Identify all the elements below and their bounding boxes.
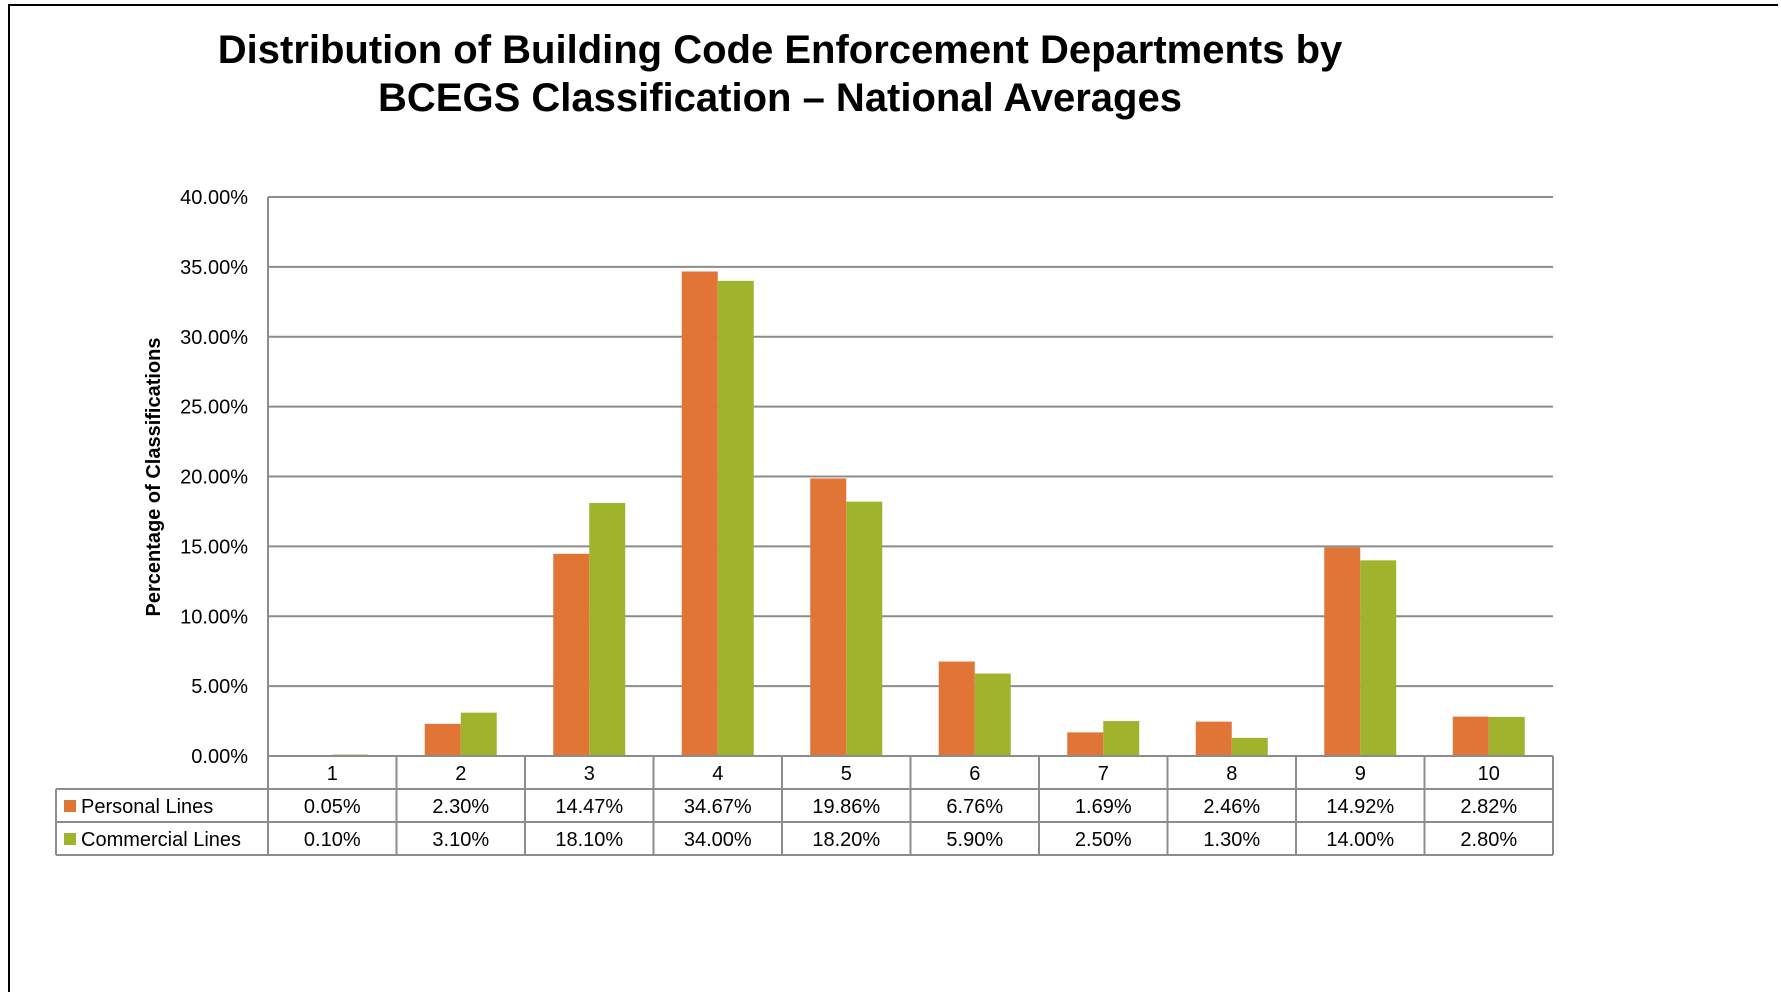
table-cell-value: 2.46% <box>1203 796 1260 818</box>
table-cell-value: 1.69% <box>1075 796 1132 818</box>
y-tick-label: 15.00% <box>180 536 248 558</box>
table-cell-value: 0.10% <box>304 829 361 851</box>
table-cell-value: 14.92% <box>1326 796 1394 818</box>
chart-title: Distribution of Building Code Enforcemen… <box>217 28 1343 120</box>
bar-commercial-lines <box>1360 560 1397 756</box>
x-tick-label: 5 <box>841 763 852 785</box>
table-cell-value: 18.20% <box>812 829 880 851</box>
x-tick-label: 9 <box>1355 763 1366 785</box>
table-cell-value: 1.30% <box>1203 829 1260 851</box>
bar-personal-lines <box>553 553 590 756</box>
x-tick-label: 4 <box>712 763 723 785</box>
legend-label-personal-lines: Personal Lines <box>81 796 213 818</box>
table-cell-value: 2.82% <box>1460 796 1517 818</box>
legend-swatch-commercial-lines <box>64 833 76 845</box>
table-cell-value: 5.90% <box>946 829 1003 851</box>
bar-personal-lines <box>810 478 847 756</box>
table-cell-value: 3.10% <box>432 829 489 851</box>
table-cell-value: 14.00% <box>1326 829 1394 851</box>
bar-personal-lines <box>1195 721 1232 756</box>
bar-commercial-lines <box>717 280 754 756</box>
x-tick-label: 10 <box>1478 763 1500 785</box>
bar-personal-lines <box>681 271 718 756</box>
table-cell-value: 0.05% <box>304 796 361 818</box>
table-cell-value: 2.80% <box>1460 829 1517 851</box>
bar-personal-lines <box>1067 732 1104 756</box>
y-tick-label: 0.00% <box>191 746 248 768</box>
x-tick-label: 7 <box>1098 763 1109 785</box>
table-cell-value: 6.76% <box>946 796 1003 818</box>
table-cell-value: 2.30% <box>432 796 489 818</box>
x-tick-label: 6 <box>969 763 980 785</box>
legend-swatch-personal-lines <box>64 800 76 812</box>
y-tick-label: 40.00% <box>180 187 248 209</box>
y-tick-label: 5.00% <box>191 676 248 698</box>
y-tick-label: 30.00% <box>180 327 248 349</box>
bar-commercial-lines <box>974 673 1011 756</box>
table-cell-value: 19.86% <box>812 796 880 818</box>
table-cell-value: 34.67% <box>684 796 752 818</box>
bar-commercial-lines <box>1231 737 1268 756</box>
x-tick-label: 3 <box>584 763 595 785</box>
y-tick-label: 25.00% <box>180 397 248 419</box>
bar-commercial-lines <box>1488 716 1525 756</box>
y-tick-label: 10.00% <box>180 606 248 628</box>
x-tick-label: 1 <box>327 763 338 785</box>
bar-personal-lines <box>938 661 975 756</box>
table-cell-value: 18.10% <box>555 829 623 851</box>
bar-commercial-lines <box>589 503 626 756</box>
legend-label-commercial-lines: Commercial Lines <box>81 829 241 851</box>
chart-frame <box>8 4 1778 992</box>
y-axis-label: Percentage of Classifications <box>143 338 165 617</box>
bar-personal-lines <box>1452 716 1489 756</box>
bar-personal-lines <box>1324 547 1361 756</box>
bar-commercial-lines <box>846 501 883 756</box>
x-tick-label: 8 <box>1226 763 1237 785</box>
table-cell-value: 34.00% <box>684 829 752 851</box>
bar-commercial-lines <box>1103 721 1140 756</box>
table-cell-value: 14.47% <box>555 796 623 818</box>
table-cell-value: 2.50% <box>1075 829 1132 851</box>
y-tick-label: 35.00% <box>180 257 248 279</box>
y-tick-label: 20.00% <box>180 467 248 489</box>
bar-commercial-lines <box>460 712 497 756</box>
x-tick-label: 2 <box>455 763 466 785</box>
bar-personal-lines <box>424 723 461 756</box>
